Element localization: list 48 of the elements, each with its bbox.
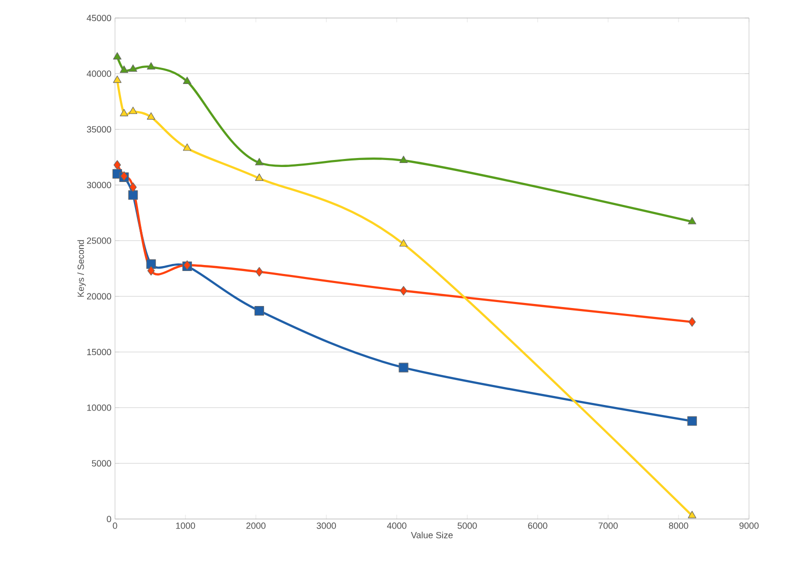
point xyxy=(182,143,192,151)
x-tick-label: 7000 xyxy=(598,522,618,529)
point xyxy=(146,62,156,70)
x-tick-label: 4000 xyxy=(387,522,406,529)
point xyxy=(128,106,138,114)
point xyxy=(398,362,408,372)
point xyxy=(399,239,408,247)
point xyxy=(688,317,696,327)
point xyxy=(255,158,264,166)
x-tick-label: 6000 xyxy=(528,522,548,529)
y-axis-title: Keys / Second xyxy=(77,240,86,297)
point xyxy=(146,112,156,120)
point xyxy=(129,182,137,192)
y-tick-label: 45000 xyxy=(86,14,112,22)
point xyxy=(182,76,192,84)
x-tick-label: 8000 xyxy=(668,522,688,529)
x-tick-label: 2000 xyxy=(246,522,266,529)
point xyxy=(254,306,264,316)
point xyxy=(147,266,155,276)
point xyxy=(113,76,122,83)
point xyxy=(687,416,697,426)
point xyxy=(256,267,263,277)
point xyxy=(399,156,408,164)
point xyxy=(255,174,264,181)
point xyxy=(120,108,128,116)
point xyxy=(400,286,408,296)
point xyxy=(146,259,156,269)
point xyxy=(688,216,696,224)
point xyxy=(128,64,138,72)
y-tick-label: 5000 xyxy=(92,460,112,467)
point xyxy=(128,190,138,200)
y-tick-label: 30000 xyxy=(86,182,112,188)
x-tick-label: 0 xyxy=(112,522,118,529)
y-tick-label: 25000 xyxy=(87,237,112,244)
y-tick-label: 40000 xyxy=(86,70,112,77)
y-tick-label: 0 xyxy=(106,516,112,522)
x-tick-label: 3000 xyxy=(316,522,336,529)
x-tick-label: 1000 xyxy=(176,522,196,529)
y-tick-label: 20000 xyxy=(87,293,112,300)
point xyxy=(120,66,128,73)
x-tick-label: 5000 xyxy=(458,522,477,529)
x-axis-title: Value Size xyxy=(410,532,453,538)
y-tick-label: 35000 xyxy=(86,126,112,133)
y-tick-label: 15000 xyxy=(87,348,112,356)
x-tick-label: 9000 xyxy=(739,522,759,529)
y-tick-label: 10000 xyxy=(87,404,112,411)
point xyxy=(113,52,122,60)
point xyxy=(114,160,121,170)
